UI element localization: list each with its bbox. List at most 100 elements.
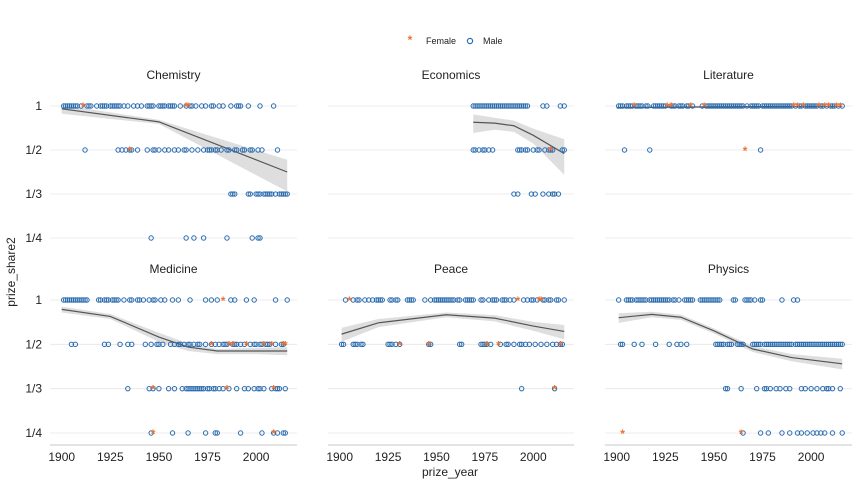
male-point (810, 430, 816, 436)
female-point: * (743, 144, 748, 158)
male-point (486, 147, 492, 153)
male-point (70, 297, 77, 303)
male-point (835, 341, 842, 348)
male-point (555, 191, 562, 197)
male-point (501, 103, 507, 109)
confidence-band (341, 312, 565, 342)
male-point (457, 341, 463, 348)
male-point (705, 103, 711, 109)
female-point: * (227, 338, 232, 352)
male-point (763, 341, 770, 348)
male-point (354, 297, 360, 303)
male-point (243, 297, 250, 303)
male-point (794, 297, 801, 303)
male-point (767, 103, 773, 109)
male-point (274, 147, 281, 153)
male-point (701, 297, 707, 303)
male-point (829, 341, 836, 348)
male-point (787, 430, 793, 436)
male-point (728, 341, 735, 348)
male-point (715, 341, 721, 348)
male-point (629, 103, 635, 109)
legend-male-marker (466, 37, 474, 45)
male-point (814, 341, 820, 348)
male-point (115, 147, 121, 153)
male-point (728, 103, 735, 109)
male-point (220, 385, 226, 392)
male-point (224, 235, 230, 241)
male-point (779, 430, 785, 436)
male-point (684, 341, 690, 348)
male-point (181, 147, 187, 153)
male-point (559, 341, 566, 348)
male-point (544, 103, 550, 109)
male-point (493, 103, 500, 109)
male-point (561, 103, 567, 109)
male-point (707, 297, 713, 303)
male-point (245, 103, 252, 109)
male-point (654, 297, 661, 303)
male-point (553, 341, 560, 348)
male-point (218, 147, 224, 153)
male-point (212, 147, 218, 153)
male-point (526, 341, 533, 348)
male-point (255, 385, 261, 392)
male-point (555, 297, 562, 303)
male-point (204, 385, 211, 392)
male-point (689, 297, 696, 303)
male-point (713, 297, 719, 303)
male-point (228, 103, 234, 109)
y-tick-label: 1/2 (25, 337, 42, 351)
male-point (777, 103, 783, 109)
male-point (125, 341, 131, 348)
male-point (753, 385, 760, 392)
male-point (734, 103, 740, 109)
male-point (109, 297, 115, 303)
smooth-trend-line (61, 308, 288, 352)
male-point (757, 341, 764, 348)
male-point (639, 103, 645, 109)
male-point (736, 341, 742, 348)
male-point (699, 103, 705, 109)
legend: * Female Male (408, 33, 503, 47)
male-point (134, 147, 141, 153)
male-point (72, 341, 79, 348)
male-point (482, 103, 488, 109)
male-point (507, 103, 513, 109)
male-point (169, 103, 176, 109)
male-point (480, 341, 486, 348)
male-point (191, 341, 197, 348)
male-point (835, 103, 842, 109)
male-point (699, 297, 705, 303)
male-point (513, 103, 519, 109)
female-point: * (426, 338, 431, 352)
male-point (658, 103, 665, 109)
male-point (406, 297, 413, 303)
male-point (140, 297, 147, 303)
x-tick-label: 1925 (97, 450, 124, 464)
female-point: * (184, 100, 189, 114)
male-point (748, 297, 754, 303)
male-point (480, 103, 486, 109)
male-point (187, 341, 193, 348)
male-point (82, 147, 88, 153)
male-point (524, 147, 531, 153)
male-point (818, 103, 824, 109)
male-point (730, 297, 737, 303)
male-point (617, 341, 624, 348)
male-point (235, 103, 242, 109)
male-point (148, 103, 154, 109)
male-point (713, 103, 719, 109)
male-point (263, 341, 269, 348)
male-point (763, 103, 770, 109)
male-point (230, 191, 236, 197)
male-point (530, 147, 536, 153)
male-point (837, 385, 843, 392)
male-point (515, 191, 521, 197)
male-point (232, 147, 238, 153)
male-point (478, 103, 484, 109)
female-point: * (801, 100, 806, 114)
male-point (404, 297, 411, 303)
male-point (169, 430, 176, 436)
